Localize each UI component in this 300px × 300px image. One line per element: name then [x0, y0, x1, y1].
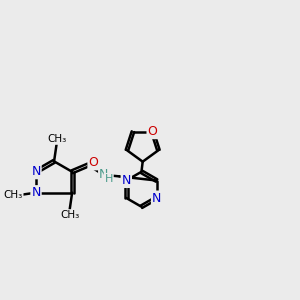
Text: CH₃: CH₃	[3, 190, 22, 200]
Text: N: N	[122, 174, 131, 187]
Text: CH₃: CH₃	[60, 210, 79, 220]
Text: N: N	[152, 191, 161, 205]
Text: N: N	[99, 168, 108, 181]
Text: H: H	[104, 174, 113, 184]
Text: O: O	[88, 156, 98, 170]
Text: N: N	[31, 186, 41, 199]
Text: O: O	[148, 125, 158, 138]
Text: N: N	[31, 165, 41, 178]
Text: CH₃: CH₃	[47, 134, 66, 144]
